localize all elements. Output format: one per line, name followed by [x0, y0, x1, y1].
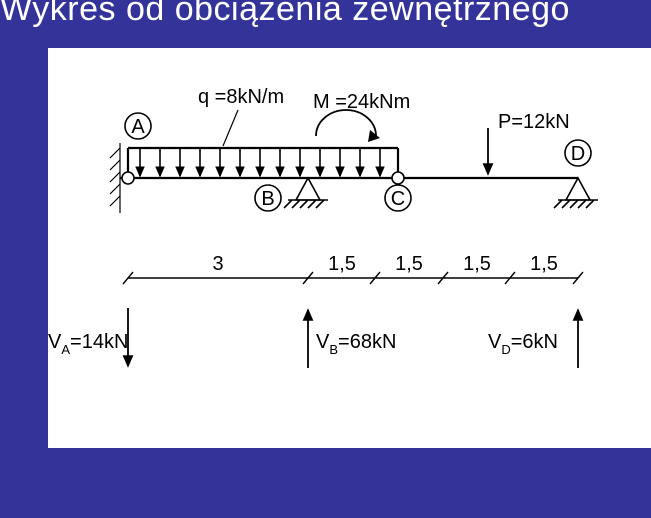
- q-leader: [223, 110, 238, 146]
- VA-label: VA=14kN: [48, 331, 128, 357]
- node-D-label: D: [571, 143, 585, 165]
- load-q-arrows: [140, 148, 380, 176]
- M-label: M =24kNm: [313, 91, 410, 113]
- node-B-label: B: [261, 188, 274, 210]
- dim-3b: 1,5: [395, 253, 423, 275]
- dim-4b: 1,5: [463, 253, 491, 275]
- support-B: [284, 178, 328, 208]
- P-label: P=12kN: [498, 111, 570, 133]
- diagram-panel: A B C D q =8kN/m M =24kNm P=12kN 3 1,5 1…: [48, 48, 651, 448]
- beam: [120, 148, 578, 178]
- support-D: [554, 178, 598, 208]
- support-A-wall: [110, 143, 120, 213]
- node-C-label: C: [391, 188, 405, 210]
- q-label: q =8kN/m: [198, 86, 284, 108]
- load-moment: [316, 110, 380, 142]
- VD-label: VD=6kN: [488, 331, 558, 357]
- hinge-A: [122, 172, 134, 184]
- node-A-label: A: [131, 116, 145, 138]
- hinge-C: [392, 172, 404, 184]
- beam-diagram: A B C D q =8kN/m M =24kNm P=12kN 3 1,5 1…: [48, 48, 651, 448]
- dim-1b: 3: [212, 253, 223, 275]
- slide-title: Wykres od obciążenia zewnętrznego: [0, 0, 651, 29]
- dim-5b: 1,5: [530, 253, 558, 275]
- VB-label: VB=68kN: [316, 331, 396, 357]
- dim-2b: 1,5: [328, 253, 356, 275]
